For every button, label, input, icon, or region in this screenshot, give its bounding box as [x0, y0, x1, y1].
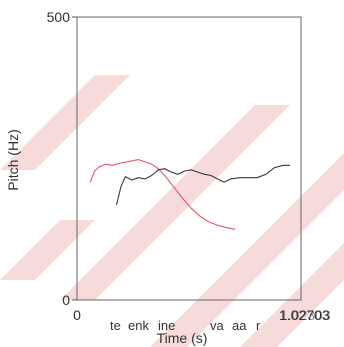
x-tick-label-left: 0	[73, 307, 81, 323]
y-tick-label-bottom: 0	[62, 292, 70, 308]
word-label-ine: ine	[158, 318, 175, 333]
watermark-band-1	[60, 105, 290, 300]
x-axis-label: Time (s)	[157, 330, 208, 346]
word-label-r: r	[256, 318, 261, 333]
word-label-enk: enk	[128, 318, 149, 333]
plot-frame	[76, 16, 302, 301]
word-label-aa: aa	[232, 318, 247, 333]
watermark-band-3	[240, 243, 344, 347]
word-labels: te enk ine va aa r	[110, 318, 261, 333]
watermark-band-4	[0, 220, 95, 280]
watermark-band-0	[0, 75, 130, 170]
pitch-series-line-0	[89, 159, 236, 230]
x-tick-label-right-b: 1.02303	[280, 307, 331, 323]
watermark-band-2	[150, 153, 344, 347]
x-tick-label-right-group: 1.02703 1.02303	[279, 307, 331, 323]
y-tick-label-top: 500	[47, 9, 71, 25]
y-axis-label: Pitch (Hz)	[5, 129, 21, 190]
pitch-series-line-1	[115, 164, 290, 206]
word-label-va: va	[210, 318, 225, 333]
watermark-logo	[0, 75, 344, 347]
series-layer	[89, 159, 290, 230]
word-label-te: te	[110, 318, 121, 333]
x-tick-label-right-a: 1.02703	[279, 307, 330, 323]
